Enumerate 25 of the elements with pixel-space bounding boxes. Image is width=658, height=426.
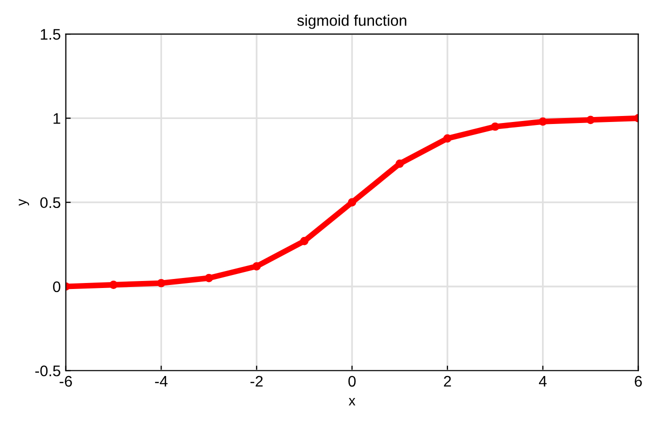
point bbox=[157, 278, 166, 288]
x-tick-label: 4 bbox=[538, 376, 547, 387]
x-tick-label: -4 bbox=[155, 376, 168, 387]
y-tick-label: -0.5 bbox=[35, 365, 60, 376]
x-tick-label: -6 bbox=[60, 376, 72, 387]
point bbox=[586, 116, 595, 124]
point bbox=[443, 134, 452, 143]
chart-title: sigmoid function bbox=[297, 14, 406, 29]
y-tick-label: 0.5 bbox=[40, 197, 60, 208]
point bbox=[300, 236, 308, 246]
point bbox=[348, 198, 356, 207]
y-tick-label: 1 bbox=[54, 113, 60, 124]
x-tick-label: 2 bbox=[444, 376, 451, 387]
y-tick-label: 1.5 bbox=[40, 29, 60, 40]
x-tick-label: -2 bbox=[250, 376, 263, 387]
point bbox=[109, 280, 118, 289]
x-tick-label: 0 bbox=[348, 376, 356, 387]
x-tick-label: 6 bbox=[634, 376, 642, 387]
x-axis-title: x bbox=[348, 398, 356, 406]
y-tick-label: 0 bbox=[53, 281, 60, 292]
point bbox=[252, 262, 261, 270]
point bbox=[490, 122, 500, 131]
point bbox=[204, 274, 214, 282]
y-axis-title: y bbox=[18, 198, 30, 206]
point bbox=[396, 159, 404, 168]
